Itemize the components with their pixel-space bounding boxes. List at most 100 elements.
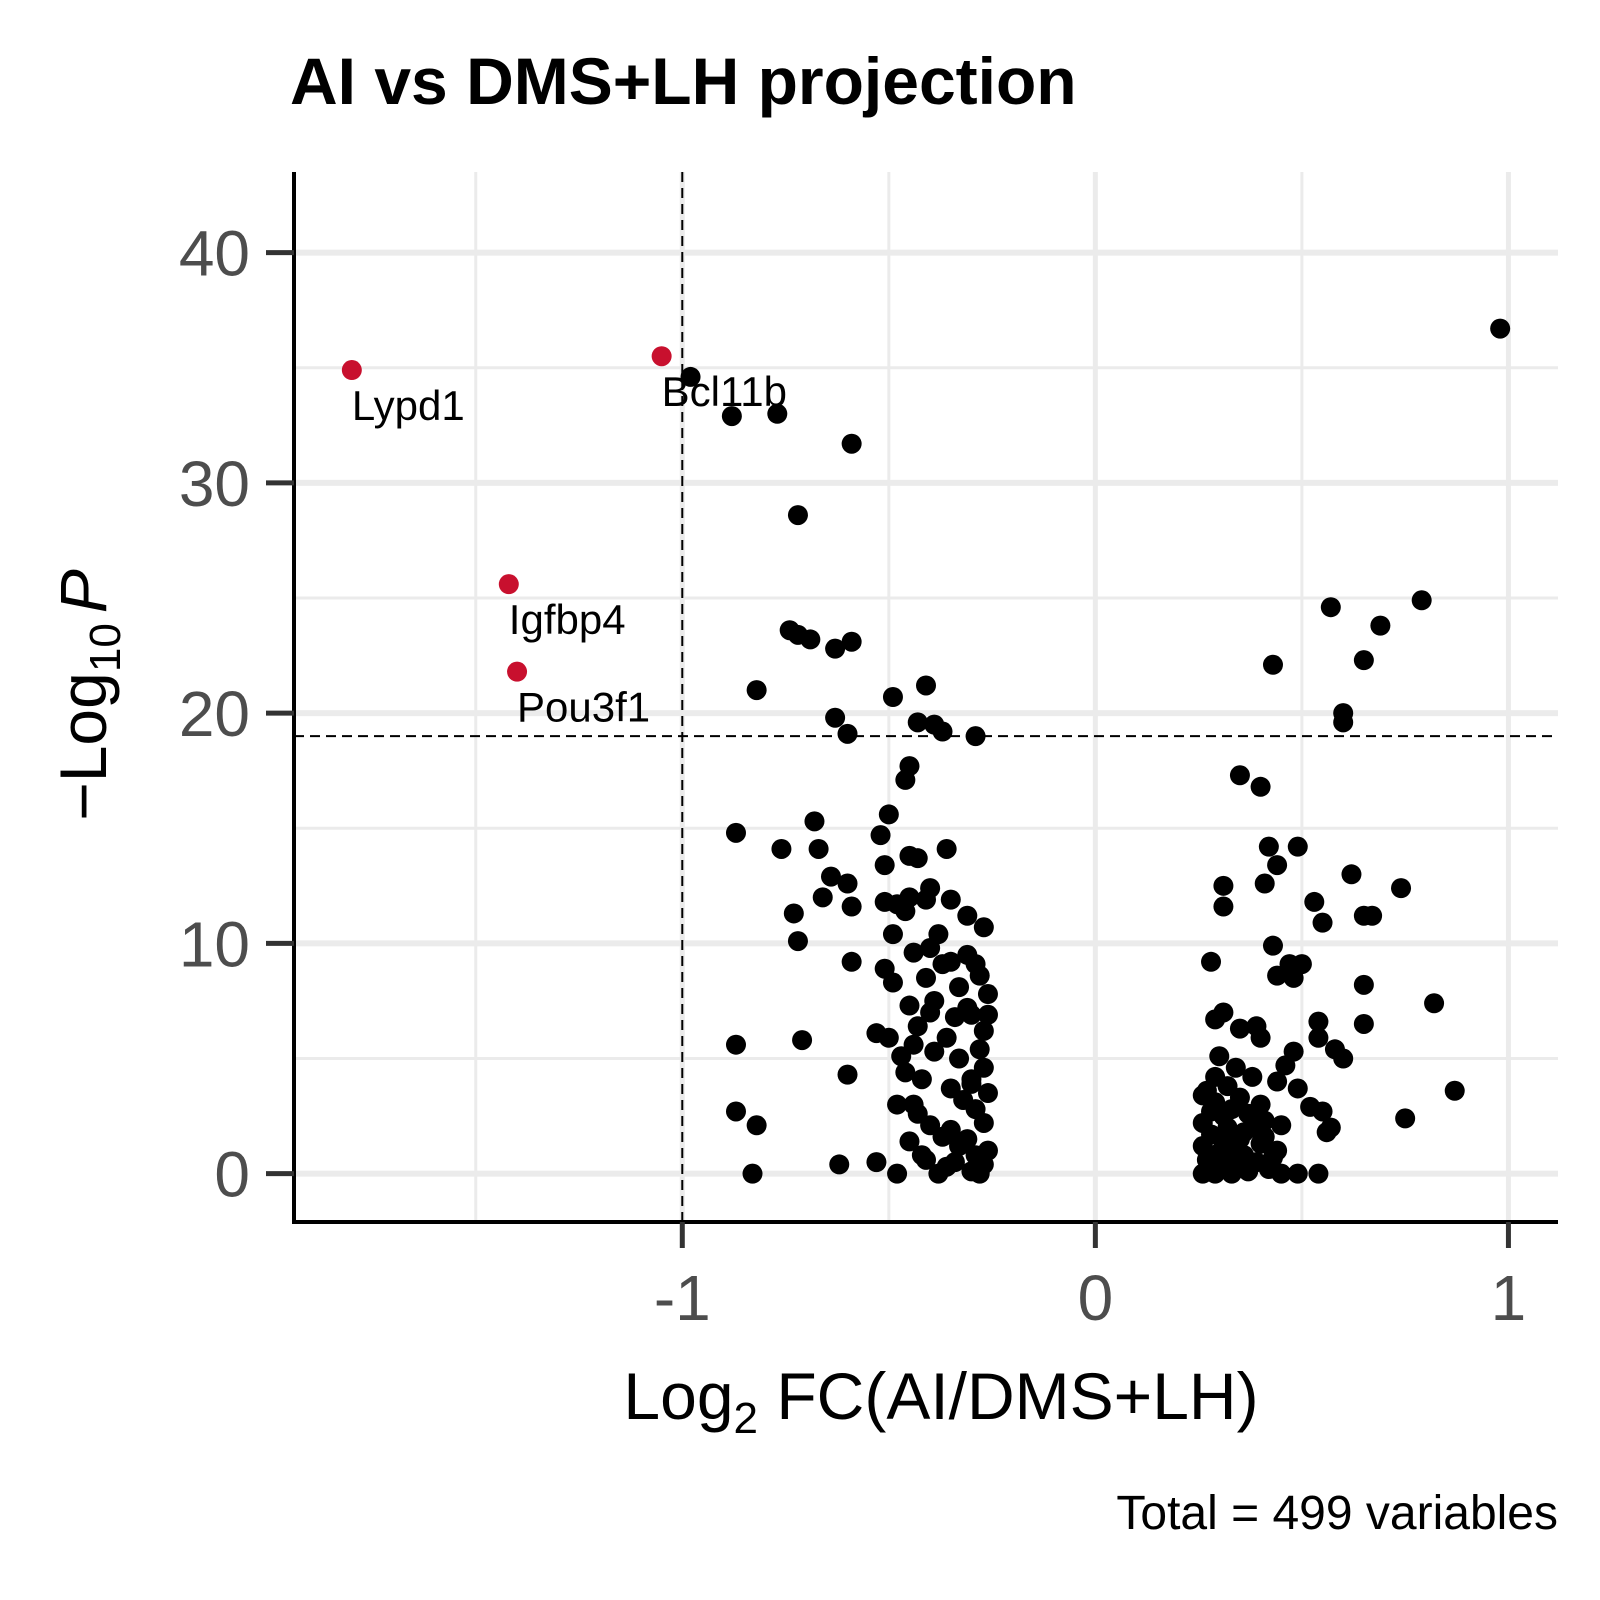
data-point xyxy=(1291,954,1312,975)
data-point xyxy=(1250,1027,1271,1048)
data-point xyxy=(1308,1163,1329,1184)
data-point xyxy=(837,1064,858,1085)
data-point xyxy=(1267,965,1288,986)
data-point xyxy=(1308,1011,1329,1032)
data-point xyxy=(916,967,936,988)
gene-label-lypd1: Lypd1 xyxy=(352,382,465,429)
data-point xyxy=(1250,1094,1271,1115)
data-point xyxy=(1353,650,1374,671)
data-point xyxy=(787,505,808,526)
data-point xyxy=(1267,1071,1288,1092)
data-point xyxy=(928,1163,949,1184)
data-point xyxy=(1312,1101,1333,1122)
data-point xyxy=(949,977,970,998)
highlighted-point xyxy=(341,360,362,381)
data-point xyxy=(920,937,941,958)
data-point xyxy=(746,680,767,701)
y-tick-label: 20 xyxy=(179,678,250,750)
data-point xyxy=(746,1115,767,1136)
data-point xyxy=(837,723,858,744)
data-point xyxy=(907,848,928,869)
data-point xyxy=(1271,1163,1292,1184)
data-point xyxy=(1221,1154,1242,1175)
x-tick-label: 1 xyxy=(1491,1262,1527,1334)
x-tick-label: 0 xyxy=(1078,1262,1114,1334)
data-point xyxy=(825,707,846,728)
data-point xyxy=(899,1131,920,1152)
chart-title: AI vs DMS+LH projection xyxy=(290,44,1077,118)
data-point xyxy=(841,951,862,972)
data-point xyxy=(825,638,846,659)
data-point xyxy=(866,1152,887,1173)
y-tick-label: 30 xyxy=(179,448,250,520)
data-point xyxy=(787,931,808,952)
data-point xyxy=(1275,1055,1296,1076)
data-point xyxy=(916,675,936,696)
data-point xyxy=(1333,1048,1354,1069)
data-point xyxy=(1201,951,1222,972)
x-axis-title: Log2 FC(AI/DMS+LH) xyxy=(623,1359,1258,1443)
data-point xyxy=(977,1140,998,1161)
data-point xyxy=(1370,615,1391,636)
data-point xyxy=(1225,1057,1246,1078)
data-point xyxy=(1353,1013,1374,1034)
data-point xyxy=(1287,1078,1308,1099)
data-point xyxy=(957,1129,978,1150)
tick-labels: 0 10 20 30 40 -1 0 1 xyxy=(179,218,1526,1334)
data-point xyxy=(783,903,804,924)
data-point xyxy=(973,1020,994,1041)
data-point xyxy=(887,1163,908,1184)
data-point xyxy=(1353,974,1374,995)
data-point xyxy=(1271,1115,1292,1136)
data-point xyxy=(1209,1046,1230,1067)
data-point xyxy=(932,721,953,742)
data-point xyxy=(911,1069,932,1090)
data-point xyxy=(767,403,788,424)
data-point xyxy=(977,984,998,1005)
data-point xyxy=(841,631,862,652)
data-point xyxy=(1395,1108,1416,1129)
highlighted-point xyxy=(651,346,672,367)
data-point xyxy=(924,990,945,1011)
data-point xyxy=(969,1039,990,1060)
data-point xyxy=(899,995,920,1016)
data-point xyxy=(878,804,899,825)
threshold-lines xyxy=(294,172,1558,1222)
data-point xyxy=(1312,912,1333,933)
data-point xyxy=(944,1152,965,1173)
data-point xyxy=(1258,836,1279,857)
data-point xyxy=(792,1030,813,1051)
data-point xyxy=(1308,1027,1329,1048)
data-point xyxy=(1192,1136,1213,1157)
highlighted-point xyxy=(507,661,528,682)
data-point xyxy=(725,822,746,843)
data-point xyxy=(1229,765,1250,786)
data-point xyxy=(1196,1080,1217,1101)
data-point xyxy=(895,1062,916,1083)
data-point xyxy=(841,896,862,917)
major-gridlines xyxy=(294,172,1558,1222)
caption: Total = 499 variables xyxy=(1116,1487,1558,1540)
x-tick-label: -1 xyxy=(654,1262,711,1334)
data-point xyxy=(936,838,957,859)
data-point xyxy=(804,811,825,832)
data-point xyxy=(742,1163,763,1184)
data-point xyxy=(1362,905,1383,926)
data-point xyxy=(725,1101,746,1122)
minor-gridlines xyxy=(294,172,1558,1222)
data-point xyxy=(1267,1140,1288,1161)
tick-marks xyxy=(266,250,1511,1248)
data-point xyxy=(891,1046,912,1067)
data-point xyxy=(977,1083,998,1104)
data-point xyxy=(1250,776,1271,797)
data-point xyxy=(1287,836,1308,857)
data-point xyxy=(895,769,916,790)
data-point xyxy=(957,905,978,926)
y-tick-label: 40 xyxy=(179,218,250,290)
data-point xyxy=(1411,590,1432,611)
data-point xyxy=(907,712,928,733)
data-point xyxy=(1304,891,1325,912)
data-point xyxy=(1254,1126,1275,1147)
data-point xyxy=(936,1027,957,1048)
